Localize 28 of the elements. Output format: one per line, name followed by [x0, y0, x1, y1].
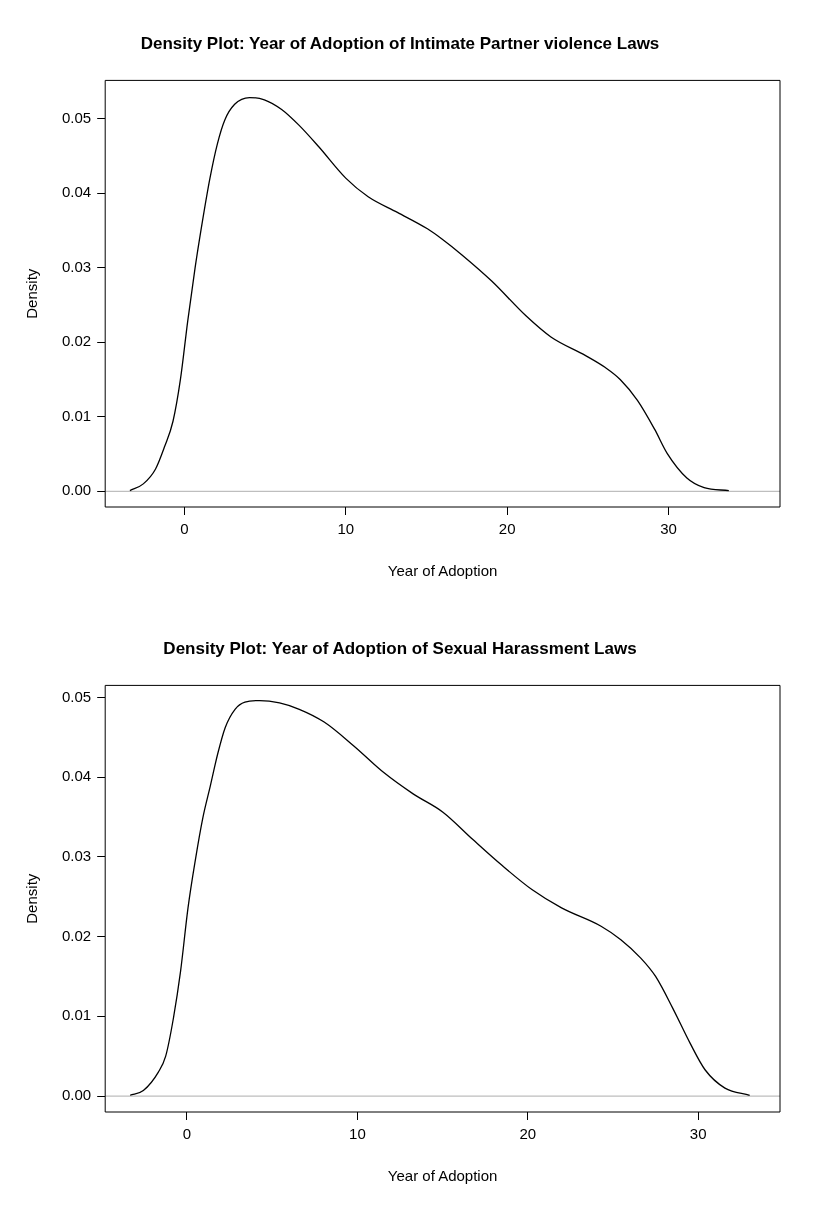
chart-title: Density Plot: Year of Adoption of Intimate Partner violence Laws [140, 33, 660, 53]
line-series [129, 96, 730, 492]
chart-title: Density Plot: Year of Adoption of Sexual Harassment Laws [163, 638, 637, 658]
x-tick-label: 20 [519, 1125, 537, 1143]
y-axis-title: Density [23, 268, 41, 319]
x-tick-label: 10 [337, 520, 355, 538]
x-axis-title: Year of Adoption [387, 562, 498, 580]
y-axis-title: Density [23, 873, 41, 924]
x-axis-title: Year of Adoption [387, 1167, 498, 1185]
y-tick-label: 0.02 [61, 332, 92, 350]
x-tick-label: 0 [180, 520, 189, 538]
y-tick-label: 0.04 [61, 183, 92, 201]
y-tick-label: 0.05 [61, 687, 92, 705]
y-tick-label: 0.01 [61, 406, 92, 424]
y-tick-label: 0.02 [61, 926, 92, 944]
x-tick-label: 20 [498, 520, 516, 538]
x-tick-label: 30 [689, 1125, 707, 1143]
y-tick-label: 0.03 [61, 846, 92, 864]
y-tick-label: 0.01 [61, 1006, 92, 1024]
y-tick-label: 0.00 [61, 1086, 92, 1104]
x-tick-label: 0 [182, 1125, 192, 1143]
y-tick-label: 0.05 [61, 108, 92, 126]
y-tick-label: 0.03 [61, 257, 92, 275]
x-tick-label: 10 [349, 1125, 366, 1143]
y-tick-label: 0.00 [61, 481, 92, 499]
line-series [129, 699, 751, 1096]
y-tick-label: 0.04 [61, 767, 92, 785]
x-tick-label: 30 [660, 520, 677, 538]
